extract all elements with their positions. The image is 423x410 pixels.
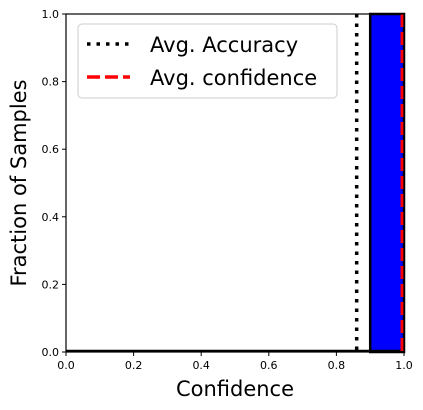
y-tick-label: 0.2 — [42, 278, 60, 291]
x-axis-ticks: 0.0 0.2 0.4 0.6 0.8 1.0 — [57, 352, 413, 372]
bars-layer — [66, 12, 406, 354]
x-tick-label: 0.8 — [328, 359, 346, 372]
y-tick-label: 0.0 — [42, 346, 60, 359]
legend-label-avg-confidence: Avg. confidence — [150, 66, 317, 90]
y-tick-label: 0.8 — [42, 76, 60, 89]
x-tick-label: 0.6 — [260, 359, 278, 372]
legend: Avg. Accuracy Avg. confidence — [77, 23, 338, 99]
x-tick-label: 0.2 — [125, 359, 143, 372]
y-axis-label: Fraction of Samples — [7, 79, 31, 286]
y-tick-label: 1.0 — [42, 8, 60, 21]
x-tick-label: 1.0 — [395, 359, 413, 372]
x-tick-label: 0.0 — [57, 359, 75, 372]
histogram-bar — [368, 12, 406, 354]
x-axis-label: Confidence — [176, 377, 294, 401]
legend-box — [77, 23, 338, 99]
y-tick-label: 0.6 — [42, 143, 60, 156]
legend-label-avg-accuracy: Avg. Accuracy — [150, 33, 298, 57]
plot-frame — [65, 13, 405, 353]
y-axis-ticks: 0.0 0.2 0.4 0.6 0.8 1.0 — [42, 8, 66, 359]
y-tick-label: 0.4 — [42, 211, 60, 224]
x-tick-label: 0.4 — [192, 359, 210, 372]
reference-lines-layer — [354, 14, 405, 352]
